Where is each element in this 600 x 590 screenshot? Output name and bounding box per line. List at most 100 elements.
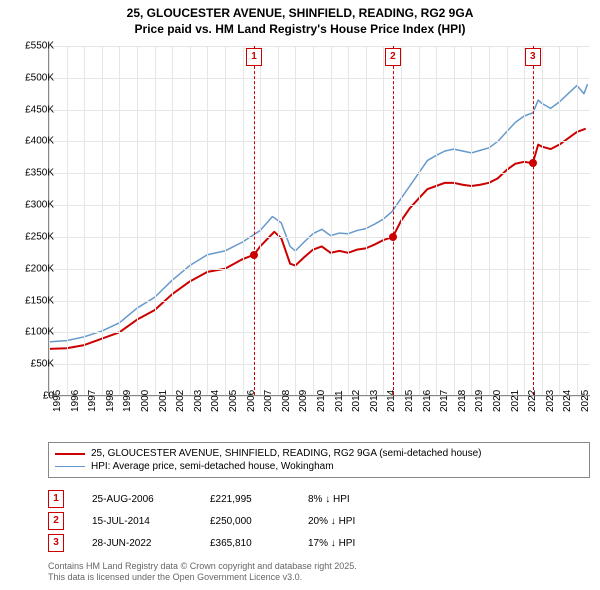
sale-marker-line	[393, 46, 394, 395]
gridline-vertical	[331, 46, 332, 395]
gridline-horizontal	[49, 110, 590, 111]
x-axis-label: 1999	[122, 390, 133, 412]
gridline-horizontal	[49, 269, 590, 270]
x-axis-label: 2012	[351, 390, 362, 412]
y-axis-label: £200K	[10, 263, 54, 274]
x-axis-label: 2002	[175, 390, 186, 412]
y-axis-label: £0	[10, 391, 54, 402]
gridline-horizontal	[49, 301, 590, 302]
sales-row-pct: 17% ↓ HPI	[308, 538, 398, 549]
gridline-vertical	[436, 46, 437, 395]
x-axis-label: 2025	[580, 390, 591, 412]
footer-attribution: Contains HM Land Registry data © Crown c…	[48, 561, 357, 584]
sale-marker-line	[533, 46, 534, 395]
gridline-vertical	[295, 46, 296, 395]
title-block: 25, GLOUCESTER AVENUE, SHINFIELD, READIN…	[0, 0, 600, 39]
chart-svg	[49, 46, 590, 395]
title-line-1: 25, GLOUCESTER AVENUE, SHINFIELD, READIN…	[0, 6, 600, 22]
gridline-vertical	[278, 46, 279, 395]
x-axis-label: 2015	[404, 390, 415, 412]
sale-marker-badge: 3	[525, 48, 541, 66]
x-axis-label: 2014	[386, 390, 397, 412]
sales-row-pct: 8% ↓ HPI	[308, 494, 398, 505]
gridline-vertical	[401, 46, 402, 395]
x-axis-label: 2007	[263, 390, 274, 412]
gridline-vertical	[366, 46, 367, 395]
y-axis-label: £500K	[10, 72, 54, 83]
gridline-vertical	[260, 46, 261, 395]
gridline-vertical	[419, 46, 420, 395]
gridline-vertical	[454, 46, 455, 395]
chart-plot-area: 123	[48, 46, 590, 396]
sales-table-row: 328-JUN-2022£365,81017% ↓ HPI	[48, 532, 398, 554]
x-axis-label: 2003	[193, 390, 204, 412]
x-axis-label: 2017	[439, 390, 450, 412]
gridline-vertical	[577, 46, 578, 395]
sales-row-price: £250,000	[210, 516, 280, 527]
y-axis-label: £300K	[10, 200, 54, 211]
y-axis-label: £400K	[10, 136, 54, 147]
x-axis-label: 2022	[527, 390, 538, 412]
sale-marker-dot	[250, 251, 258, 259]
sales-row-badge: 3	[48, 534, 64, 552]
sales-row-pct: 20% ↓ HPI	[308, 516, 398, 527]
gridline-vertical	[471, 46, 472, 395]
gridline-vertical	[348, 46, 349, 395]
gridline-horizontal	[49, 332, 590, 333]
gridline-horizontal	[49, 78, 590, 79]
gridline-vertical	[225, 46, 226, 395]
sale-marker-badge: 1	[246, 48, 262, 66]
sales-table-row: 1 25-AUG-2006 £221,995 8% ↓ HPI	[48, 488, 398, 510]
y-axis-label: £50K	[10, 359, 54, 370]
x-axis-label: 2023	[545, 390, 556, 412]
gridline-vertical	[119, 46, 120, 395]
sale-marker-dot	[389, 233, 397, 241]
gridline-vertical	[243, 46, 244, 395]
y-axis-label: £350K	[10, 168, 54, 179]
x-axis-label: 2009	[298, 390, 309, 412]
chart-container: 25, GLOUCESTER AVENUE, SHINFIELD, READIN…	[0, 0, 600, 590]
title-line-2: Price paid vs. HM Land Registry's House …	[0, 22, 600, 38]
gridline-horizontal	[49, 46, 590, 47]
y-axis-label: £550K	[10, 41, 54, 52]
gridline-vertical	[67, 46, 68, 395]
legend-swatch	[55, 466, 85, 468]
gridline-vertical	[559, 46, 560, 395]
sale-marker-line	[254, 46, 255, 395]
gridline-vertical	[524, 46, 525, 395]
x-axis-label: 2005	[228, 390, 239, 412]
x-axis-label: 2013	[369, 390, 380, 412]
sales-row-price: £221,995	[210, 494, 280, 505]
gridline-vertical	[137, 46, 138, 395]
sales-row-badge: 1	[48, 490, 64, 508]
footer-line-1: Contains HM Land Registry data © Crown c…	[48, 561, 357, 573]
gridline-horizontal	[49, 237, 590, 238]
sales-row-date: 25-AUG-2006	[92, 494, 182, 505]
y-axis-label: £150K	[10, 295, 54, 306]
gridline-vertical	[102, 46, 103, 395]
gridline-horizontal	[49, 364, 590, 365]
x-axis-label: 2021	[510, 390, 521, 412]
sales-row-date: 28-JUN-2022	[92, 538, 182, 549]
x-axis-label: 2001	[158, 390, 169, 412]
y-axis-label: £450K	[10, 104, 54, 115]
x-axis-label: 1995	[52, 390, 63, 412]
y-axis-label: £250K	[10, 231, 54, 242]
x-axis-label: 2006	[246, 390, 257, 412]
gridline-vertical	[489, 46, 490, 395]
x-axis-label: 2024	[562, 390, 573, 412]
footer-line-2: This data is licensed under the Open Gov…	[48, 572, 357, 584]
legend-row: HPI: Average price, semi-detached house,…	[55, 460, 583, 473]
x-axis-label: 1997	[87, 390, 98, 412]
sales-table: 125-AUG-2006£221,9958% ↓ HPI215-JUL-2014…	[48, 488, 398, 554]
x-axis-label: 2016	[422, 390, 433, 412]
gridline-vertical	[313, 46, 314, 395]
y-axis-label: £100K	[10, 327, 54, 338]
sales-row-badge: 2	[48, 512, 64, 530]
gridline-vertical	[542, 46, 543, 395]
gridline-horizontal	[49, 141, 590, 142]
x-axis-label: 2018	[457, 390, 468, 412]
gridline-vertical	[507, 46, 508, 395]
x-axis-label: 2004	[210, 390, 221, 412]
legend-label: HPI: Average price, semi-detached house,…	[91, 461, 334, 472]
